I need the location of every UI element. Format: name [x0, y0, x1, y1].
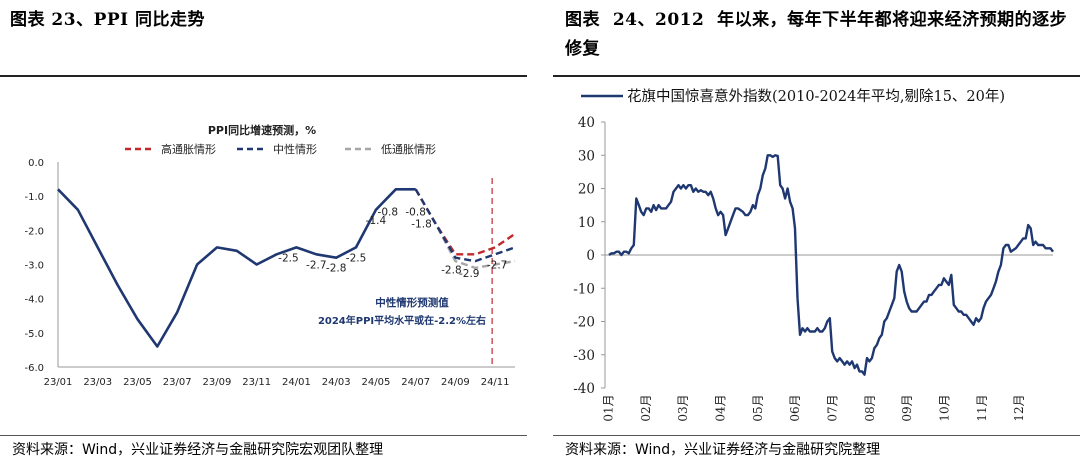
y-tick-label: 0.0: [28, 158, 44, 169]
x-tick-label: 24/11: [481, 377, 510, 388]
ppi-actual-line: [57, 188, 416, 348]
y-tick-label: -20: [573, 315, 595, 331]
ppi-scenario-line: [414, 188, 516, 263]
data-label: -0.8: [378, 206, 399, 218]
x-tick-label: 08月: [863, 394, 877, 421]
y-tick-label: -1.0: [24, 192, 44, 203]
annotation-line-2: 2024年PPI平均水平或在-2.2%左右: [318, 314, 486, 327]
y-tick-label: -6.0: [24, 363, 44, 374]
left-chart-title: 图表 23、PPI 同比走势: [10, 10, 206, 30]
x-tick-label: 03月: [676, 394, 690, 421]
y-tick-label: 40: [578, 115, 595, 131]
x-tick-label: 06月: [788, 394, 802, 421]
x-tick-label: 23/11: [242, 377, 271, 388]
x-tick-label: 24/05: [361, 377, 390, 388]
right-chart-title: 图表 24、2012 年以来，每年下半年都将迎来经济预期的逐步修复: [565, 10, 1068, 59]
right-panel: 图表 24、2012 年以来，每年下半年都将迎来经济预期的逐步修复 花旗中国惊喜…: [553, 0, 1080, 463]
x-tick-label: 09月: [900, 394, 914, 421]
y-tick-label: -30: [573, 348, 595, 364]
x-tick-label: 23/01: [44, 377, 73, 388]
citi-index-line: [608, 154, 1054, 376]
y-tick-label: 0: [586, 248, 595, 264]
x-tick-label: 07月: [826, 394, 840, 421]
data-label: -2.9: [459, 268, 480, 280]
x-tick-label: 24/03: [322, 377, 351, 388]
x-tick-label: 24/07: [401, 377, 430, 388]
left-source-rule: [0, 435, 527, 436]
x-tick-label: 10月: [938, 394, 952, 421]
chart-title: PPI同比增速预测，%: [208, 123, 316, 137]
data-label: -1.8: [411, 219, 432, 231]
right-source: 资料来源：Wind，兴业证券经济与金融研究院整理: [565, 442, 881, 458]
legend-label: 中性情形: [273, 142, 317, 156]
y-tick-label: 30: [578, 148, 595, 164]
x-tick-label: 24/09: [441, 377, 470, 388]
left-title-rule: [0, 75, 527, 77]
ppi-scenario-line: [414, 188, 516, 270]
legend-label: 花旗中国惊喜意外指数(2010-2024年平均,剔除15、20年): [627, 87, 1005, 105]
data-label: -2.7: [487, 259, 508, 271]
data-label: -2.5: [278, 252, 299, 264]
right-source-rule: [553, 435, 1080, 436]
y-tick-label: -40: [573, 381, 595, 397]
data-label: -2.5: [346, 252, 367, 264]
x-tick-label: 02月: [639, 394, 653, 421]
y-tick-label: -4.0: [24, 295, 44, 306]
ppi-scenario-line: [414, 188, 516, 256]
x-tick-label: 01月: [602, 394, 616, 421]
left-source: 资料来源：Wind，兴业证券经济与金融研究院宏观团队整理: [12, 442, 384, 458]
x-tick-label: 23/03: [83, 377, 112, 388]
ppi-chart: PPI同比增速预测，% 高通胀情形 中性情形 低通胀情形 0.0 -1.0 -2.0 -3.0…: [24, 123, 516, 388]
x-tick-label: 24/01: [282, 377, 311, 388]
x-tick-label: 23/05: [123, 377, 152, 388]
x-tick-label: 23/09: [203, 377, 232, 388]
data-label: -2.7: [306, 259, 327, 271]
data-label: -2.8: [441, 265, 462, 277]
legend-label: 低通胀情形: [381, 143, 436, 156]
y-tick-label: 10: [578, 215, 595, 231]
left-panel: 图表 23、PPI 同比走势 PPI同比增速预测，% 高通胀情形 中性情形 低通胀情形…: [0, 0, 527, 463]
y-tick-label: -2.0: [24, 226, 44, 237]
y-tick-label: 20: [578, 182, 595, 198]
x-tick-label: 04月: [714, 394, 728, 421]
data-label: -0.8: [405, 206, 426, 218]
right-title-rule: [553, 75, 1080, 77]
x-tick-label: 05月: [751, 394, 765, 421]
y-tick-label: -10: [573, 281, 595, 297]
citi-surprise-chart: 花旗中国惊喜意外指数(2010-2024年平均,剔除15、20年) 40 30 20 1…: [573, 87, 1054, 422]
legend-label: 高通胀情形: [161, 142, 216, 156]
annotation-line-1: 中性情形预测值: [375, 296, 449, 309]
y-tick-label: -5.0: [24, 329, 44, 340]
data-label: -1.4: [366, 215, 387, 227]
x-tick-label: 23/07: [163, 377, 192, 388]
x-tick-label: 12月: [1012, 394, 1026, 421]
y-tick-label: -3.0: [24, 261, 44, 272]
data-label: -2.8: [326, 263, 347, 275]
x-tick-label: 11月: [975, 394, 989, 421]
